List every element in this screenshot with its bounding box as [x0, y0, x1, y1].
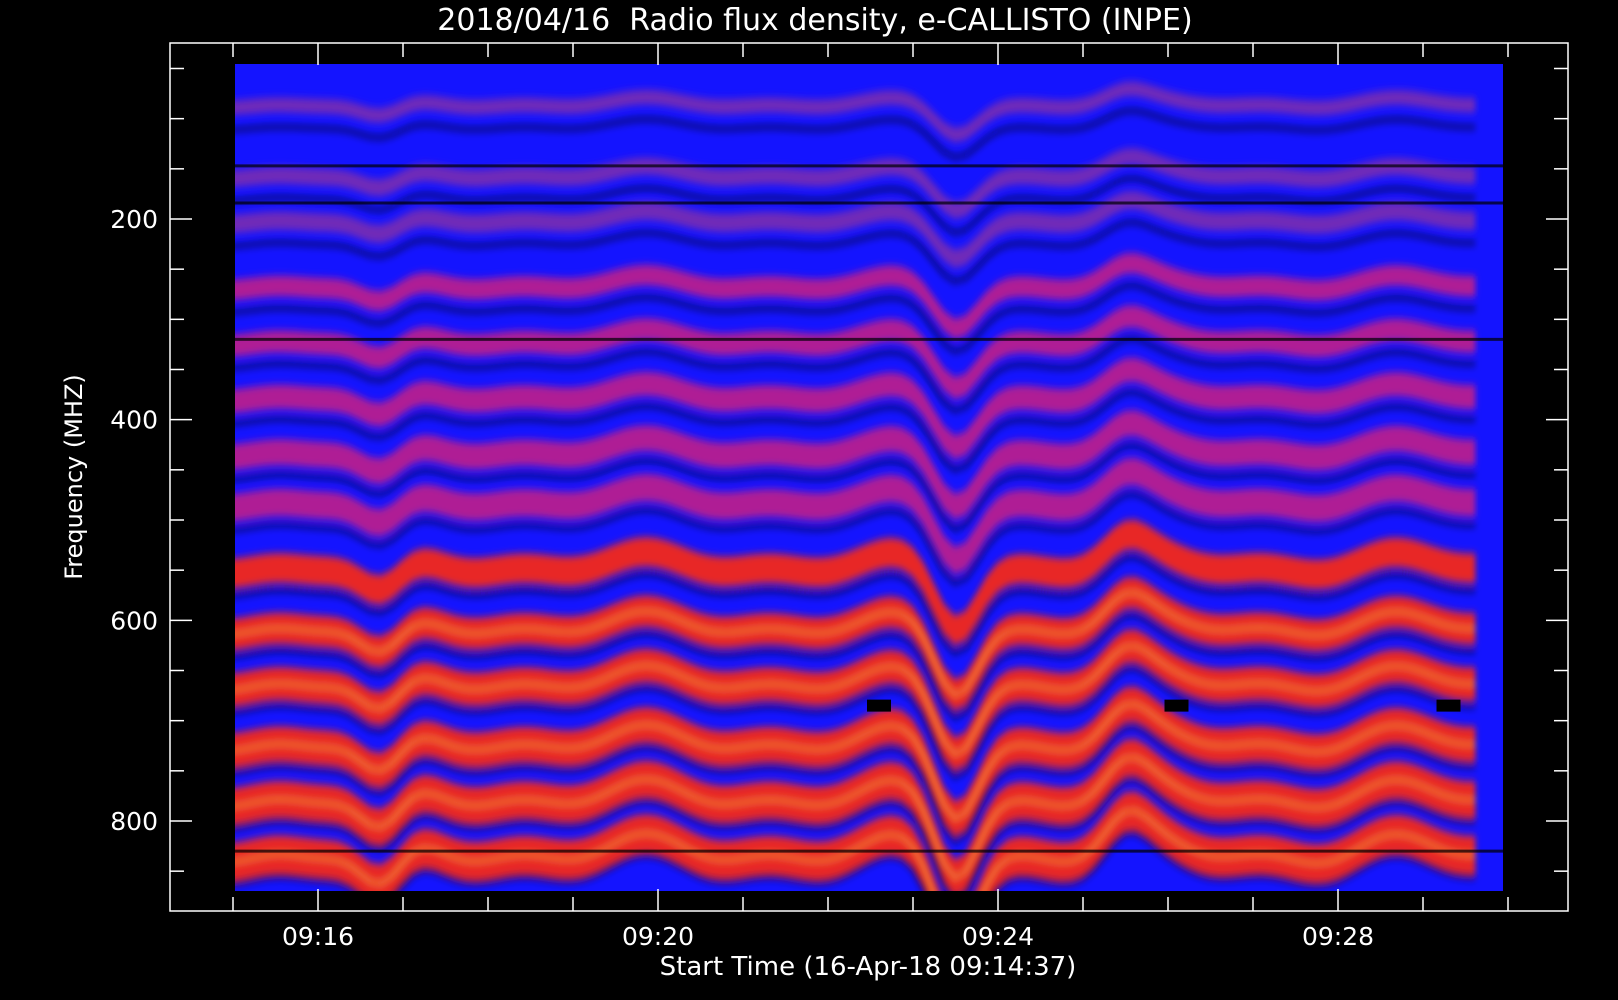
- dark-gap: [235, 176, 1476, 236]
- x-tick-label: 09:28: [1302, 922, 1374, 951]
- y-axis: 200 400 600 800: [110, 67, 1568, 872]
- dark-gap: [235, 554, 1476, 656]
- x-tick-label: 09:20: [622, 922, 694, 951]
- data-gap: [867, 699, 891, 712]
- emission-lane: [235, 253, 1476, 340]
- dark-gap: [235, 442, 1476, 532]
- x-axis-label: Start Time (16-Apr-18 09:14:37): [660, 952, 1077, 982]
- y-tick-label: 600: [110, 606, 158, 635]
- dark-gap: [235, 830, 1476, 891]
- dark-gap: [235, 336, 1476, 414]
- dark-gap: [235, 665, 1476, 780]
- dark-gap: [235, 219, 1476, 284]
- dark-gap: [235, 108, 1476, 160]
- data-gap: [1164, 699, 1189, 712]
- emission-lane: [235, 357, 1476, 460]
- y-axis-label: Frequency (MHZ): [60, 374, 88, 580]
- emission-core: [235, 644, 1476, 756]
- emission-lane: [235, 791, 1476, 891]
- dark-gap: [235, 777, 1476, 891]
- x-tick-label: 09:16: [282, 922, 354, 951]
- x-tick-label: 09:24: [962, 922, 1034, 951]
- spectrogram-heatmap: [235, 64, 1503, 891]
- emission-lane: [235, 457, 1476, 575]
- y-tick-label: 200: [110, 205, 158, 234]
- y-tick-label: 400: [110, 406, 158, 435]
- emission-core: [235, 755, 1476, 880]
- emission-lane: [235, 410, 1476, 520]
- dark-gap: [235, 389, 1476, 473]
- emission-core: [235, 809, 1476, 891]
- plot-frame: [169, 42, 1569, 912]
- dark-gap: [235, 491, 1476, 586]
- y-tick-label: 800: [110, 807, 158, 836]
- dark-gap: [235, 723, 1476, 844]
- emission-core: [235, 591, 1476, 697]
- emission-core: [235, 702, 1476, 821]
- dark-gap: [235, 612, 1476, 720]
- emission-lane: [235, 519, 1476, 646]
- chart-title: 2018/04/16 Radio flux density, e-CALLIST…: [437, 3, 1192, 38]
- dark-gap: [235, 282, 1476, 354]
- data-gap: [1436, 699, 1461, 712]
- emission-lane: [235, 305, 1476, 400]
- emission-lane: [235, 81, 1476, 143]
- x-axis: 09:16 09:20 09:24 09:28: [232, 43, 1509, 951]
- emission-lane: [235, 191, 1476, 269]
